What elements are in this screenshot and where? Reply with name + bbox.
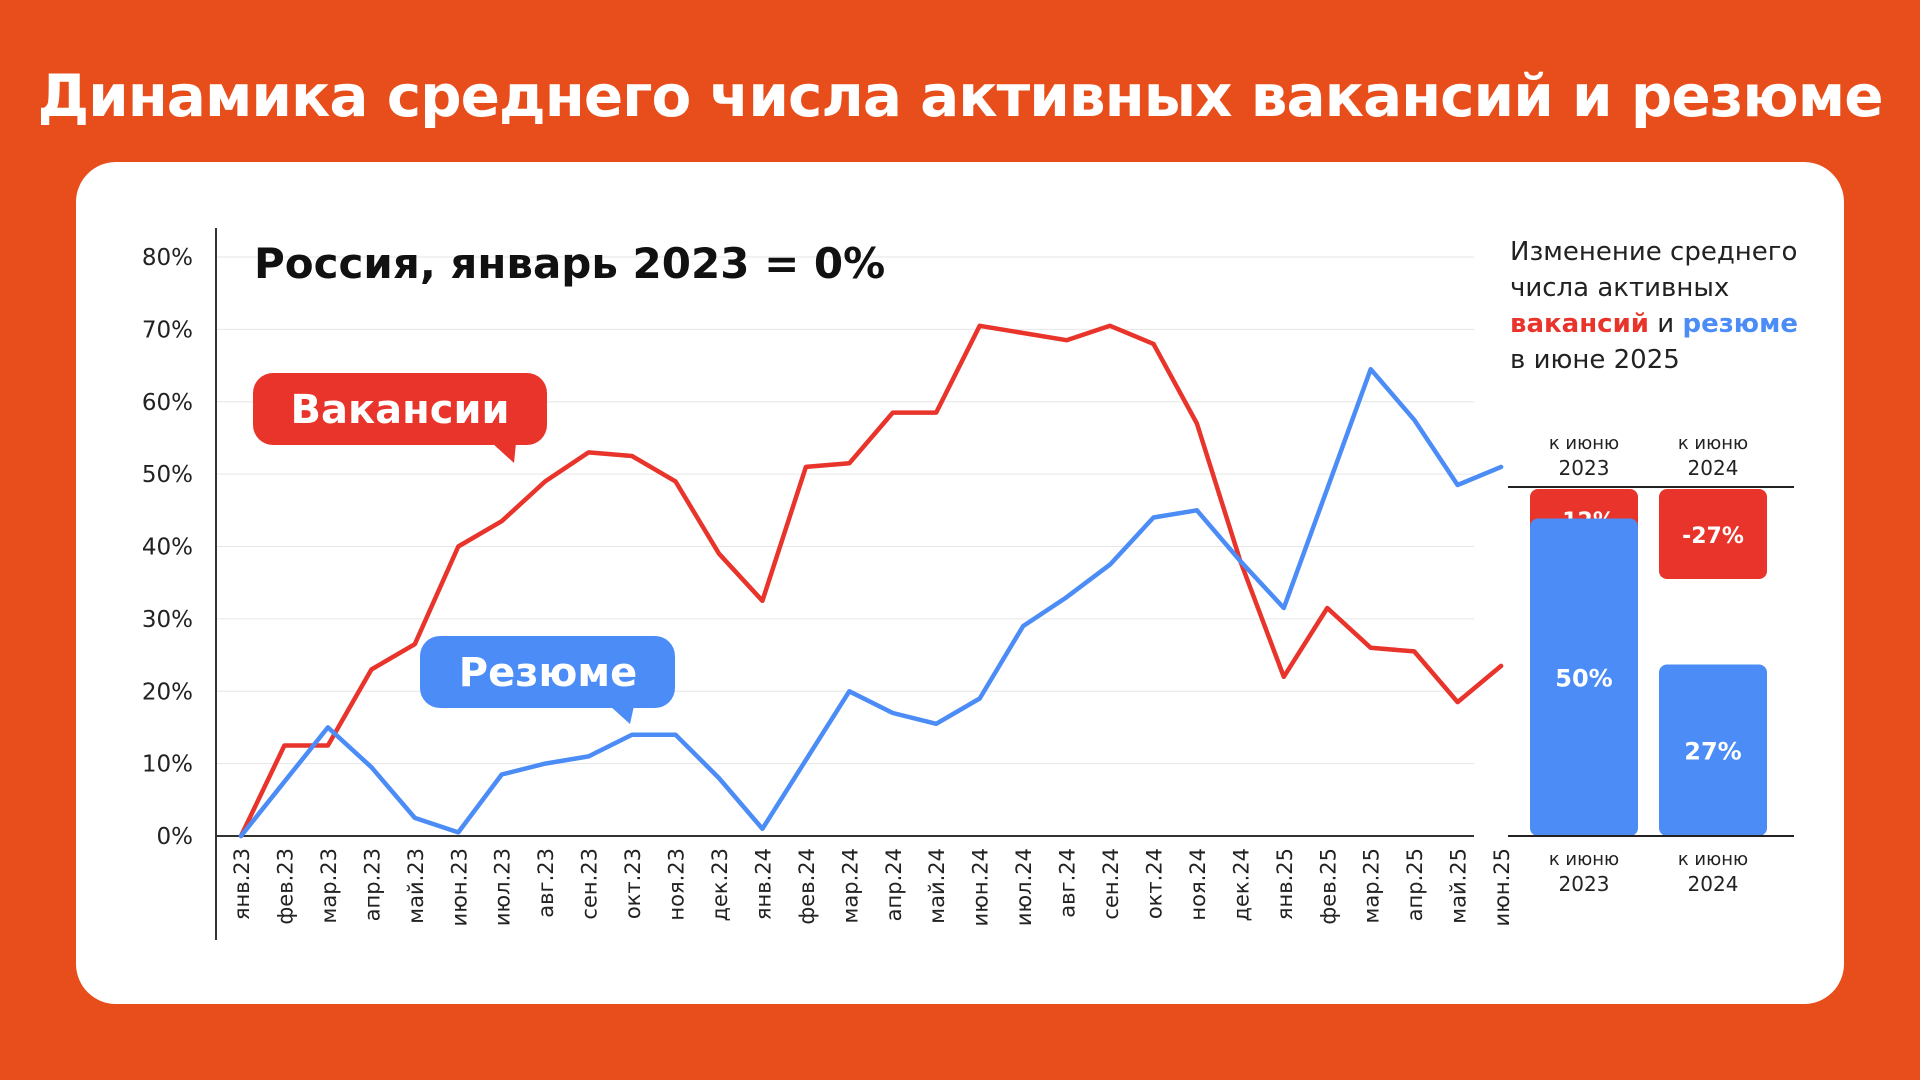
x-tick-label: дек.24 (1229, 848, 1253, 922)
x-tick-label: авг.24 (1056, 848, 1080, 918)
x-tick-label: мар.25 (1360, 848, 1384, 923)
x-tick-label: янв.23 (230, 848, 254, 920)
col-year: 2023 (1558, 872, 1610, 896)
resumes-bar (1659, 664, 1767, 836)
y-tick-label: 20% (142, 679, 193, 705)
x-tick-label: мар.24 (838, 848, 862, 923)
col-small: к июню (1548, 849, 1620, 870)
x-tick-label: окт.24 (1142, 848, 1166, 919)
page-title: Динамика среднего числа активных ваканси… (37, 62, 1883, 130)
x-tick-label: июн.25 (1490, 848, 1514, 926)
series-lines (238, 323, 1504, 839)
x-tick-label: янв.25 (1273, 848, 1297, 920)
resumes-callout: Резюме (420, 636, 675, 724)
y-tick-label: 80% (142, 245, 193, 271)
side-title-resumes: резюме (1682, 309, 1798, 339)
x-tick-label: июн.24 (969, 848, 993, 926)
resumes-callout-pointer (610, 706, 634, 724)
x-tick-label: сен.23 (578, 848, 602, 920)
x-tick-label: май.25 (1447, 848, 1471, 924)
resumes-bar-label: 27% (1684, 737, 1741, 765)
y-tick-labels: 0% 10% 20% 30% 40% 50% 60% 70% 80% (142, 245, 193, 850)
x-tick-label: сен.24 (1099, 848, 1123, 920)
y-tick-label: 0% (157, 824, 194, 850)
x-tick-label: май.23 (404, 848, 428, 924)
x-tick-label: ноя.24 (1186, 848, 1210, 921)
bar-col-label-top-2023: к июню 2023 (1514, 432, 1654, 480)
vacancies-callout-label: Вакансии (290, 387, 509, 433)
y-tick-label: 60% (142, 390, 193, 416)
col-small: к июню (1677, 849, 1749, 870)
y-tick-label: 10% (142, 752, 193, 778)
side-title-line3: вакансий и резюме (1510, 306, 1830, 342)
side-title-line4: в июне 2025 (1510, 345, 1680, 375)
x-tick-label: июл.24 (1012, 848, 1036, 926)
vacancies-callout-pointer (492, 443, 516, 463)
side-title-line1: Изменение среднего (1510, 237, 1798, 267)
x-tick-label: янв.24 (751, 848, 775, 920)
side-title-line2: числа активных (1510, 273, 1730, 303)
x-tick-label: ноя.23 (665, 848, 689, 921)
vacancies-bar-label: -27% (1682, 524, 1744, 549)
y-tick-label: 50% (142, 462, 193, 488)
x-tick-label: окт.23 (621, 848, 645, 919)
resumes-callout-box (420, 636, 675, 708)
vacancies-callout: Вакансии (253, 373, 547, 463)
y-tick-label: 30% (142, 607, 193, 633)
bar-col-label-bottom-2024: к июню 2024 (1643, 848, 1783, 896)
vacancies-callout-box (253, 373, 547, 445)
bar-col-label-top-2024: к июню 2024 (1643, 432, 1783, 480)
x-tick-label: май.24 (925, 848, 949, 924)
resumes-bar (1530, 518, 1638, 836)
chart-subtitle: Россия, январь 2023 = 0% (254, 239, 885, 288)
x-tick-label: апр.25 (1403, 848, 1427, 921)
resumes-callout-label: Резюме (459, 650, 637, 696)
x-tick-label: авг.23 (534, 848, 558, 918)
grid-lines (216, 256, 1474, 765)
x-tick-label: фев.23 (273, 848, 297, 925)
y-tick-label: 70% (142, 317, 193, 343)
x-tick-label: июл.23 (491, 848, 515, 926)
col-small: к июню (1548, 433, 1620, 454)
x-tick-label: апр.24 (882, 848, 906, 921)
col-small: к июню (1677, 433, 1749, 454)
resumes-line (238, 366, 1504, 839)
x-tick-label: фев.25 (1316, 848, 1340, 925)
x-tick-label: фев.24 (795, 848, 819, 925)
y-tick-label: 40% (142, 535, 193, 561)
side-title-and: и (1657, 309, 1675, 339)
bar-chart-panel: -12%-27%50%27% (1530, 489, 1767, 836)
x-tick-label: июн.23 (447, 848, 471, 926)
x-tick-label: апр.23 (360, 848, 384, 921)
col-year: 2024 (1687, 456, 1739, 480)
x-tick-label: мар.23 (317, 848, 341, 923)
vacancies-line (238, 323, 1504, 839)
col-year: 2024 (1687, 872, 1739, 896)
col-year: 2023 (1558, 456, 1610, 480)
resumes-bar-label: 50% (1555, 664, 1612, 692)
x-tick-labels: янв.23 фев.23 мар.23 апр.23 май.23 июн.23 июл.… (230, 848, 1514, 926)
vacancies-bar (1659, 489, 1767, 579)
side-panel-title: Изменение среднего числа активных ваканс… (1510, 234, 1830, 378)
side-title-vacancies: вакансий (1510, 309, 1650, 339)
x-tick-label: дек.23 (708, 848, 732, 922)
bar-col-label-bottom-2023: к июню 2023 (1514, 848, 1654, 896)
